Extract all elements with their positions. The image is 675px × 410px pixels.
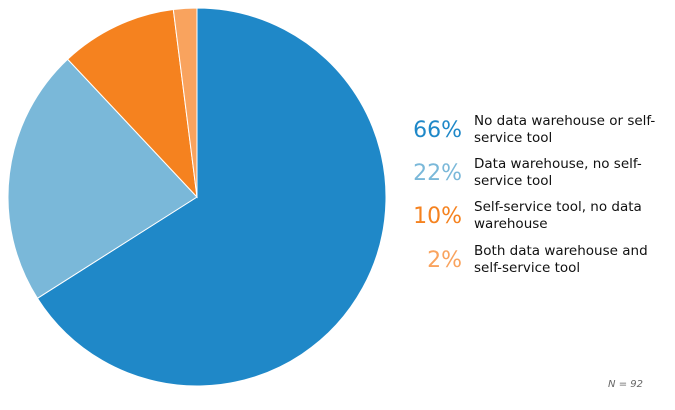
value-label: 22%: [413, 160, 462, 186]
pie-slice: [66, 8, 198, 199]
value-label: 10%: [413, 203, 462, 229]
legend-entry: 10% Self-service tool, no data warehouse: [400, 199, 670, 233]
legend-label: Self-service tool, no data warehouse: [474, 199, 642, 232]
pie-slice: [7, 58, 198, 299]
legend-label: No data warehouse or self-service tool: [474, 113, 656, 146]
value-label: 66%: [413, 117, 462, 143]
legend-label: Both data warehouse and self-service too…: [474, 243, 648, 276]
pie-slice: [36, 7, 387, 387]
value-label: 2%: [427, 247, 462, 273]
note: N = 92: [608, 379, 643, 390]
legend-entry: 2% Both data warehouse and self-service t…: [400, 243, 670, 277]
legend-entry: 22% Data warehouse, no self-service tool: [400, 156, 670, 190]
pie-slice: [172, 7, 198, 198]
legend-label: Data warehouse, no self-service tool: [474, 156, 642, 189]
legend-entry: 66% No data warehouse or self-service too…: [400, 113, 670, 147]
